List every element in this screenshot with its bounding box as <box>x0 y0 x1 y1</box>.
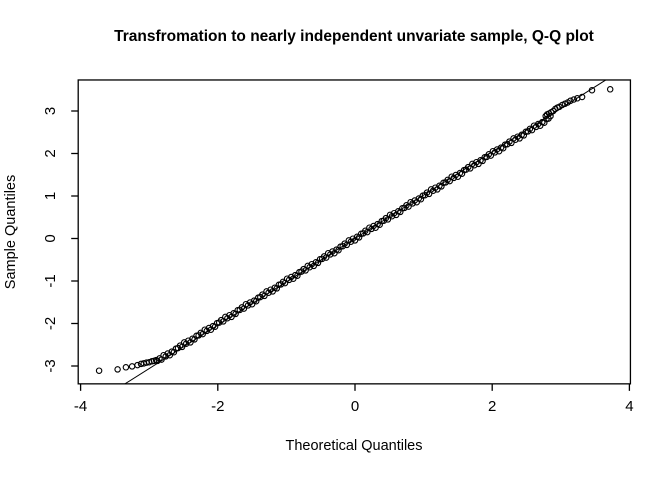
y-tick-label: -3 <box>42 359 59 372</box>
data-point <box>191 336 198 343</box>
data-point <box>495 147 503 155</box>
x-tick-label: 4 <box>625 398 633 415</box>
data-point <box>606 86 614 93</box>
data-point <box>547 112 554 120</box>
y-axis-ticks: -3 -2 -1 0 1 2 3 <box>42 107 79 373</box>
data-point <box>294 272 301 279</box>
data-point <box>588 86 596 94</box>
data-point <box>397 208 404 216</box>
y-tick-label: 3 <box>42 107 59 115</box>
data-point <box>499 144 507 152</box>
data-point <box>520 132 528 139</box>
x-axis-title: Theoretical Quantiles <box>285 438 422 454</box>
data-point <box>269 288 276 295</box>
data-point <box>134 361 141 369</box>
data-point <box>372 224 379 231</box>
data-points <box>95 86 614 374</box>
y-tick-label: 0 <box>42 234 59 242</box>
data-point <box>122 364 130 371</box>
plot-frame <box>77 79 632 385</box>
data-point <box>166 351 174 359</box>
data-point <box>290 275 297 282</box>
data-point <box>578 93 586 101</box>
data-point <box>187 339 194 346</box>
data-point <box>128 363 136 370</box>
data-point <box>475 160 482 168</box>
x-axis-ticks: -4 -2 0 2 4 <box>74 383 634 415</box>
y-tick-label: -1 <box>42 274 59 287</box>
y-tick-label: -2 <box>42 317 59 330</box>
data-point <box>567 97 574 105</box>
y-axis-title: Sample Quantiles <box>3 175 19 289</box>
data-point <box>392 211 400 219</box>
data-point <box>211 323 219 330</box>
x-tick-label: 2 <box>488 398 496 415</box>
chart-title: Transfromation to nearly independent unv… <box>114 28 594 45</box>
x-tick-label: -2 <box>211 398 224 415</box>
x-tick-label: -4 <box>74 398 87 415</box>
data-point <box>570 96 578 103</box>
data-point <box>95 367 103 374</box>
y-tick-label: 1 <box>42 192 59 200</box>
data-point <box>417 195 425 203</box>
x-tick-label: 0 <box>351 398 359 415</box>
data-point <box>114 366 121 373</box>
data-point <box>314 259 322 267</box>
y-tick-label: 2 <box>42 149 59 157</box>
